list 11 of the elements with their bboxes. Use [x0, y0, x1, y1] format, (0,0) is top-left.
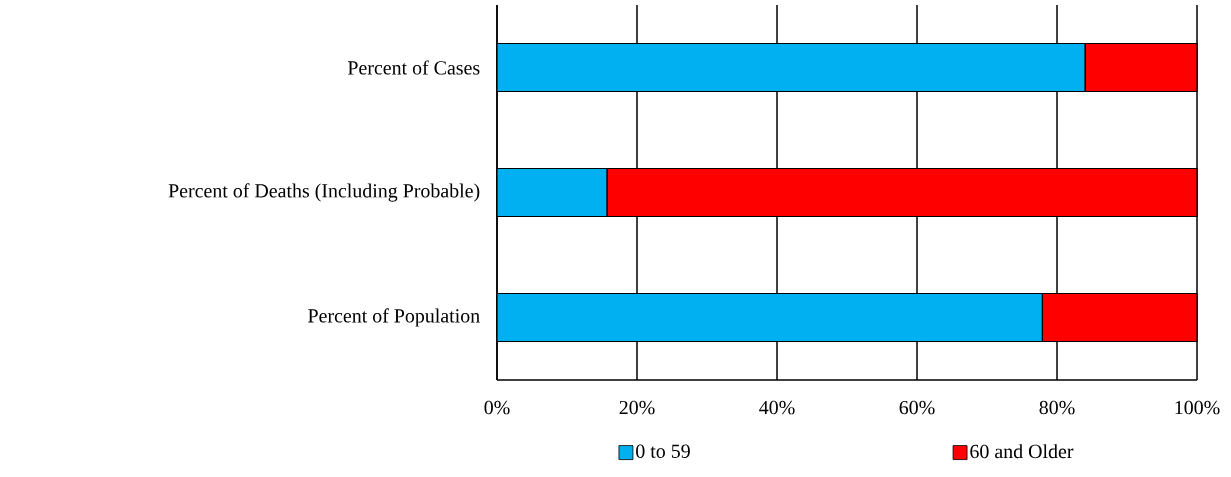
y-tick-label: Percent of Population [308, 308, 480, 327]
y-tick-label: Percent of Deaths (Including Probable) [168, 183, 480, 202]
x-tick-label: 100% [1175, 400, 1220, 415]
x-tick-label: 20% [619, 400, 655, 415]
x-tick-label: 60% [899, 400, 935, 415]
y-tick-label: Percent of Cases [347, 60, 480, 75]
legend-label: 60 and Older [970, 444, 1074, 459]
legend-label: 0 to 59 [636, 444, 690, 458]
x-tick-label: 40% [759, 400, 795, 415]
x-tick-label: 80% [1039, 400, 1075, 415]
x-tick-label: 0% [484, 400, 510, 415]
